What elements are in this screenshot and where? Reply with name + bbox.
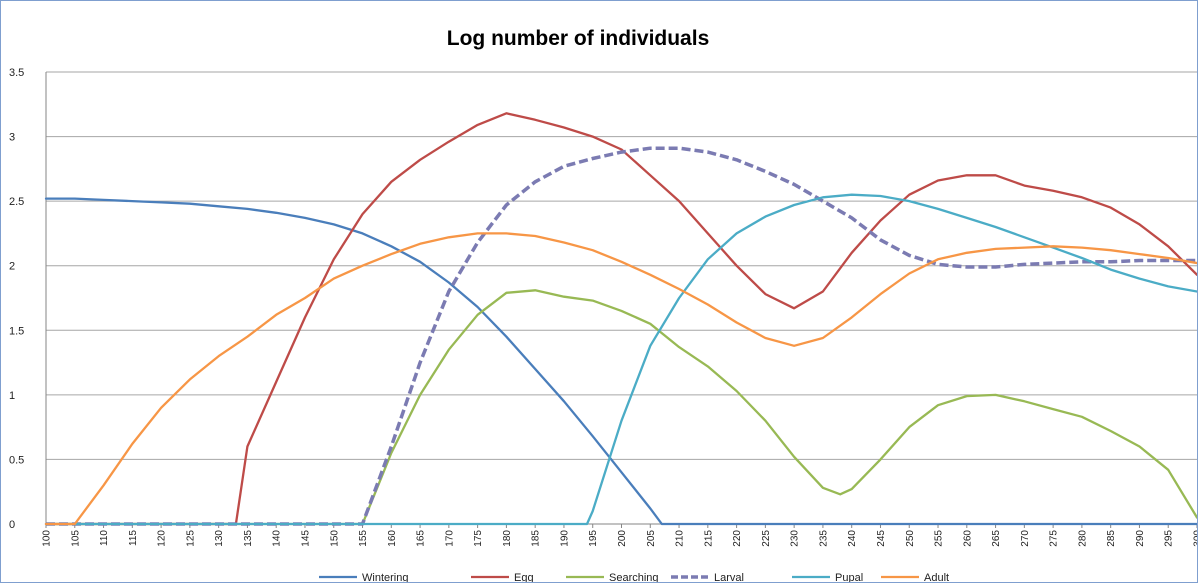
y-tick-label: 0 xyxy=(9,519,15,531)
x-tick-label: 245 xyxy=(876,530,887,547)
x-tick-label: 265 xyxy=(991,530,1002,547)
x-tick-label: 120 xyxy=(157,530,168,547)
x-tick-label: 270 xyxy=(1020,530,1031,547)
x-tick-label: 195 xyxy=(588,530,599,547)
x-tick-label: 130 xyxy=(214,530,225,547)
x-tick-label: 160 xyxy=(387,530,398,547)
x-tick-label: 170 xyxy=(444,530,455,547)
legend: Wintering Egg Searching Larval Pupal Adult xyxy=(319,572,949,582)
x-tick-label: 290 xyxy=(1135,530,1146,547)
x-tick-label: 235 xyxy=(818,530,829,547)
y-tick-label: 0.5 xyxy=(9,454,24,466)
x-tick-label: 125 xyxy=(185,530,196,547)
legend-label-larval: Larval xyxy=(714,572,744,582)
x-tick-label: 300 xyxy=(1193,530,1198,547)
x-tick-label: 280 xyxy=(1077,530,1088,547)
x-tick-label: 240 xyxy=(847,530,858,547)
x-axis-ticks: 100 105 110 115 120 125 130 135 140 145 150 155 160 1… xyxy=(42,524,1198,547)
series-line-egg xyxy=(44,112,1197,526)
grid-lines xyxy=(45,71,1197,525)
x-tick-label: 225 xyxy=(761,530,772,547)
x-tick-label: 285 xyxy=(1106,530,1117,547)
series-line-searching xyxy=(44,289,1197,526)
y-tick-label: 3.5 xyxy=(9,67,24,79)
y-axis-ticks: 0 0.5 1 1.5 2 2.5 3 3.5 xyxy=(9,67,24,531)
x-tick-label: 255 xyxy=(934,530,945,547)
x-tick-label: 165 xyxy=(416,530,427,547)
y-tick-label: 2.5 xyxy=(9,196,24,208)
x-tick-label: 295 xyxy=(1164,530,1175,547)
y-tick-label: 2 xyxy=(9,261,15,273)
x-tick-label: 205 xyxy=(646,530,657,547)
legend-label-searching: Searching xyxy=(609,572,659,582)
x-tick-label: 100 xyxy=(42,530,53,547)
x-tick-label: 105 xyxy=(70,530,81,547)
legend-label-adult: Adult xyxy=(924,572,949,582)
x-tick-label: 155 xyxy=(358,530,369,547)
x-tick-label: 250 xyxy=(905,530,916,547)
y-tick-label: 3 xyxy=(9,132,15,144)
x-tick-label: 185 xyxy=(531,530,542,547)
x-tick-label: 145 xyxy=(300,530,311,547)
x-tick-label: 230 xyxy=(790,530,801,547)
x-tick-label: 135 xyxy=(243,530,254,547)
series-lines xyxy=(44,112,1197,526)
series-line-larval xyxy=(46,146,1197,526)
x-tick-label: 275 xyxy=(1049,530,1060,547)
series-line-pupal xyxy=(44,193,1197,526)
x-tick-label: 190 xyxy=(559,530,570,547)
legend-label-wintering: Wintering xyxy=(362,572,408,582)
x-tick-label: 200 xyxy=(617,530,628,547)
legend-label-egg: Egg xyxy=(514,572,534,582)
x-tick-label: 115 xyxy=(128,530,139,546)
x-tick-label: 220 xyxy=(732,530,743,547)
x-tick-label: 110 xyxy=(99,530,110,546)
y-tick-label: 1.5 xyxy=(9,325,24,337)
legend-label-pupal: Pupal xyxy=(835,572,863,582)
series-line-adult xyxy=(44,232,1197,526)
x-tick-label: 150 xyxy=(329,530,340,547)
y-tick-label: 1 xyxy=(9,390,15,402)
series-line-wintering xyxy=(44,197,1197,526)
x-tick-label: 215 xyxy=(703,530,714,547)
chart-title: Log number of individuals xyxy=(447,27,710,50)
x-tick-label: 180 xyxy=(502,530,513,547)
x-tick-label: 210 xyxy=(675,530,686,547)
x-tick-label: 260 xyxy=(962,530,973,547)
x-tick-label: 140 xyxy=(272,530,283,547)
x-tick-label: 175 xyxy=(473,530,484,547)
